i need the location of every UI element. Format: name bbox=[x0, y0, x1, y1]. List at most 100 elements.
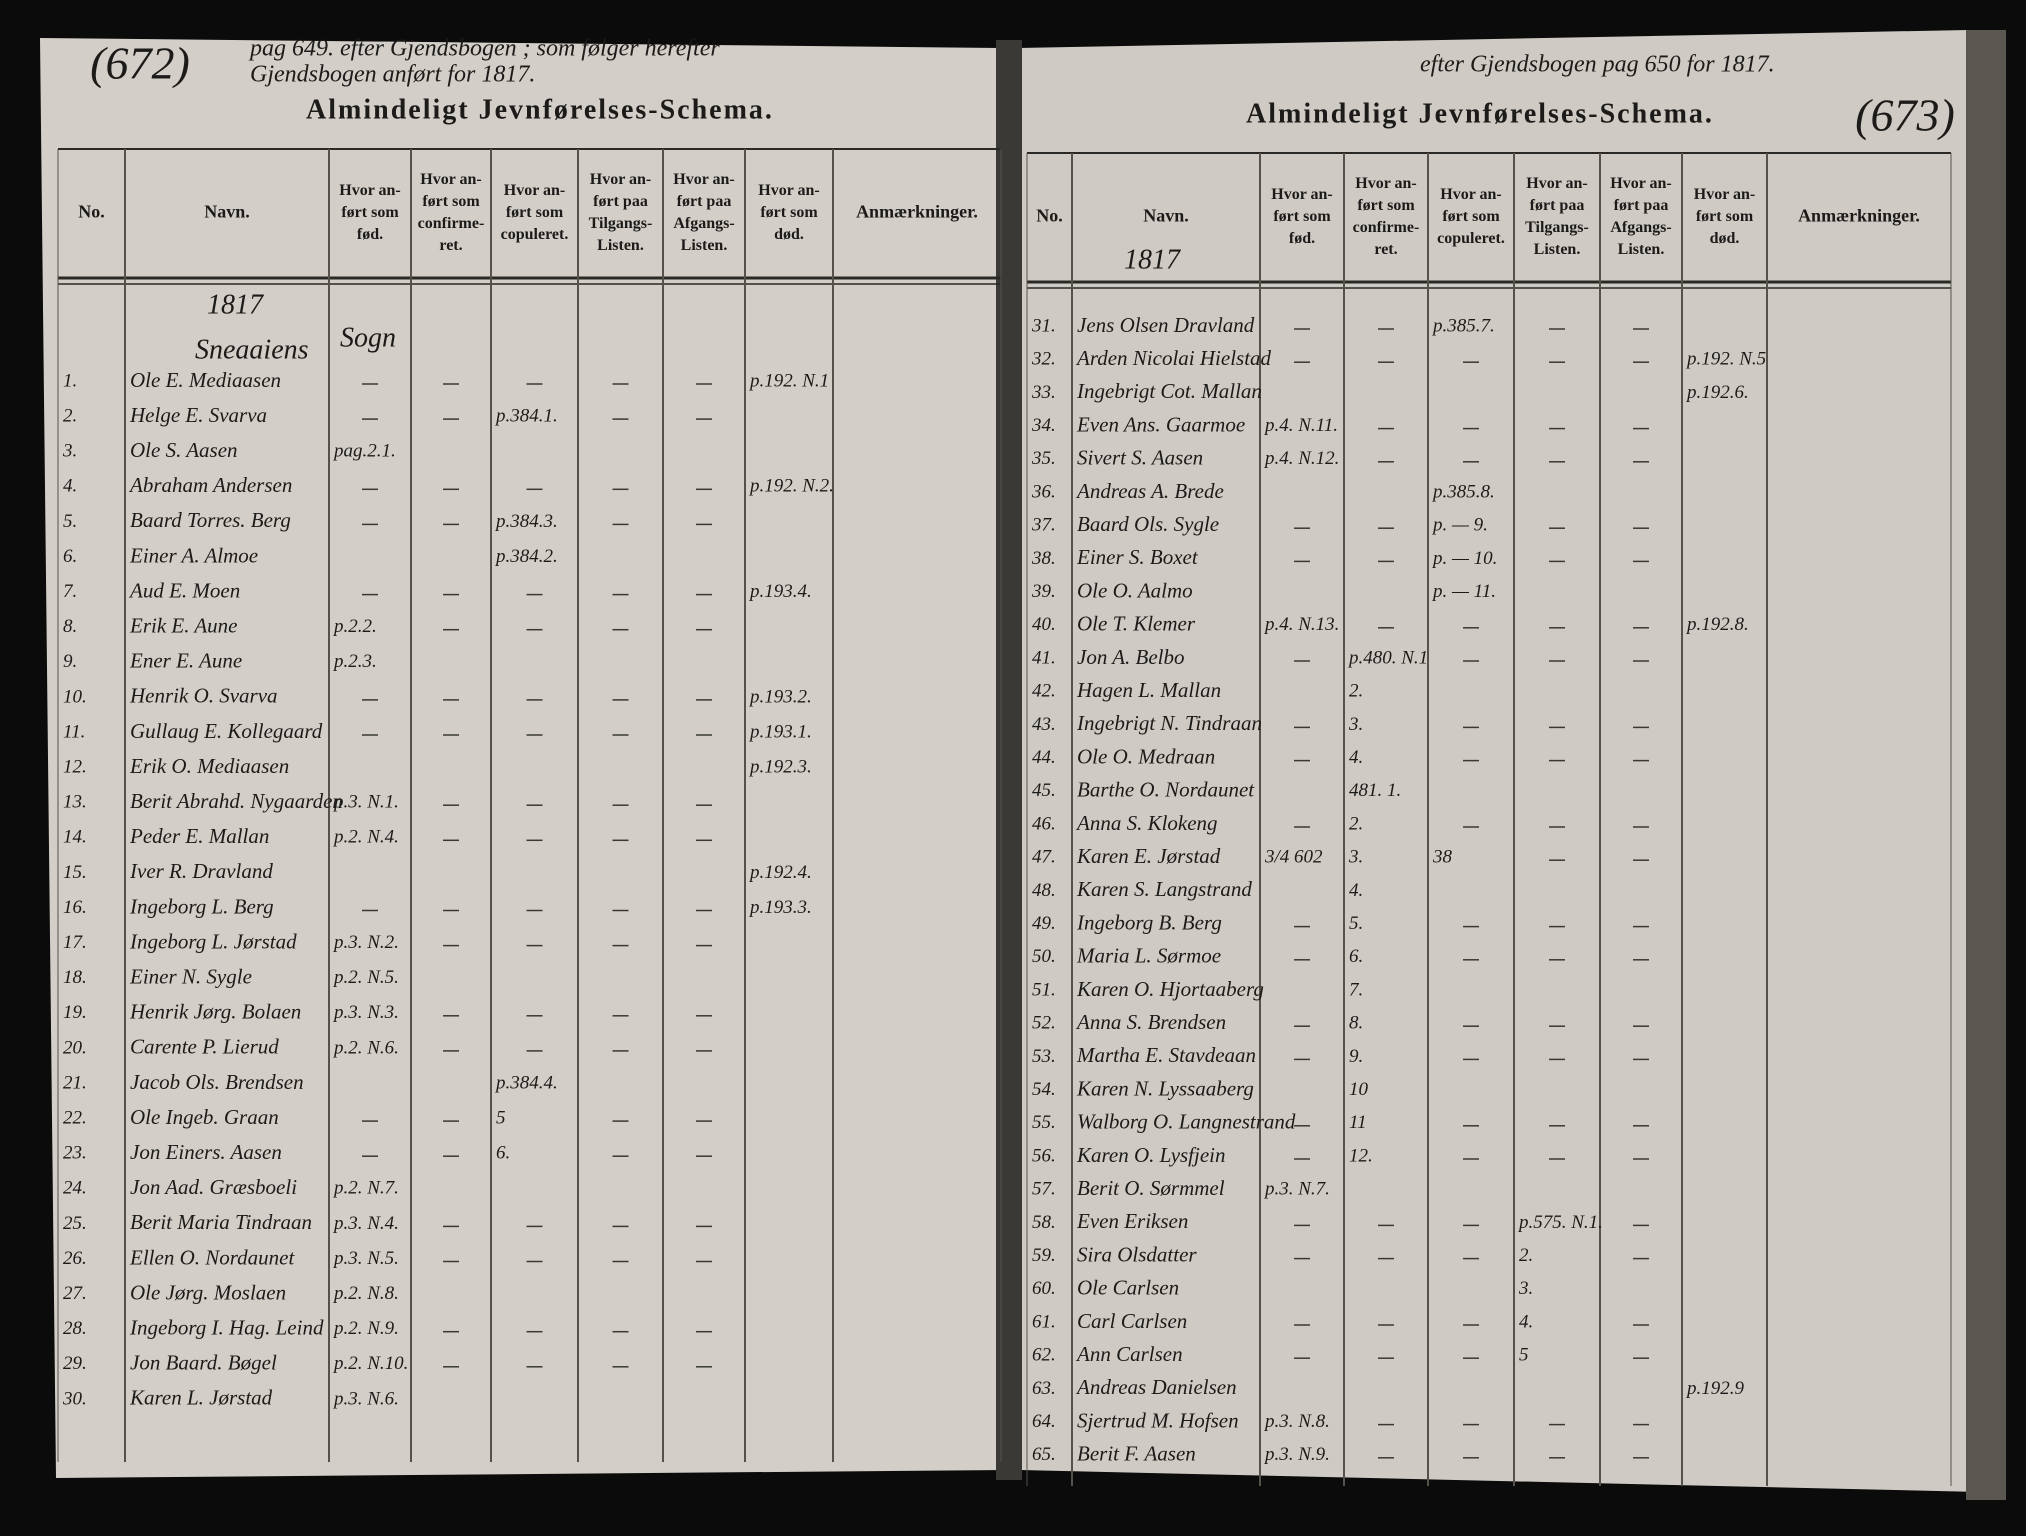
row-number: 26. bbox=[63, 1248, 87, 1269]
row-number: 10. bbox=[63, 686, 87, 707]
row-number: 58. bbox=[1032, 1212, 1056, 1233]
row-number: 56. bbox=[1032, 1145, 1056, 1166]
row-number: 28. bbox=[63, 1318, 87, 1339]
row-number: 32. bbox=[1031, 349, 1056, 370]
column-heading: Tilgangs- bbox=[589, 215, 653, 232]
name: Erik O. Mediaasen bbox=[129, 754, 289, 778]
column-heading: ført paa bbox=[593, 193, 648, 210]
column-heading: Hvor an- bbox=[1610, 175, 1671, 192]
name: Arden Nicolai Hielstad bbox=[1075, 346, 1272, 370]
title: Almindeligt Jevnførelses-Schema. bbox=[1246, 98, 1714, 129]
reference: p.2. N.7. bbox=[332, 1178, 399, 1199]
reference: 38 bbox=[1432, 847, 1453, 868]
row-number: 54. bbox=[1032, 1079, 1056, 1100]
row-number: 5. bbox=[63, 511, 77, 532]
name: Sjertrud M. Hofsen bbox=[1077, 1408, 1239, 1432]
reference: p.3. N.4. bbox=[332, 1213, 399, 1234]
reference: p.575. N.1. bbox=[1517, 1212, 1603, 1233]
name: Ingeborg L. Berg bbox=[129, 894, 274, 918]
reference: 9. bbox=[1349, 1046, 1363, 1067]
reference: p.192.4. bbox=[748, 862, 812, 883]
name: Baard Ols. Sygle bbox=[1077, 512, 1219, 536]
row-number: 9. bbox=[63, 651, 77, 672]
left-page bbox=[40, 38, 1008, 1478]
name: Sivert S. Aasen bbox=[1077, 446, 1203, 470]
row-number: 40. bbox=[1032, 614, 1056, 635]
column-heading: Tilgangs- bbox=[1525, 219, 1589, 236]
row-number: 18. bbox=[63, 967, 87, 988]
column-heading: copuleret. bbox=[501, 226, 569, 243]
column-heading: Hvor an- bbox=[1694, 186, 1755, 203]
year: 1817 bbox=[207, 289, 264, 320]
column-heading: fød. bbox=[357, 226, 383, 243]
name: Jens Olsen Dravland bbox=[1077, 313, 1255, 337]
name: Anna S. Brendsen bbox=[1075, 1010, 1226, 1034]
reference: p.192.6. bbox=[1685, 382, 1749, 403]
reference: 5. bbox=[1349, 913, 1363, 934]
name: Jon Aad. Græsboeli bbox=[130, 1175, 297, 1199]
column-heading: ført som bbox=[760, 204, 818, 221]
spine bbox=[996, 40, 1022, 1480]
right-page-content: (673) efter Gjendsbogen pag 650 for 1817.… bbox=[1026, 52, 1955, 1486]
reference: 11 bbox=[1349, 1112, 1367, 1133]
name: Ingebrigt N. Tindraan bbox=[1076, 711, 1262, 735]
reference: p.4. N.11. bbox=[1263, 415, 1338, 436]
name: Gullaug E. Kollegaard bbox=[130, 719, 323, 743]
reference: p.193.4. bbox=[748, 581, 812, 602]
reference: p.3. N.2. bbox=[332, 932, 399, 953]
row-number: 31. bbox=[1031, 315, 1056, 336]
column-heading: ført som bbox=[1696, 208, 1754, 225]
left-page-content: (672) pag 649. efter Gjendsbogen ; som fø… bbox=[57, 36, 1002, 1462]
name: Maria L. Sørmoe bbox=[1076, 944, 1221, 968]
row-number: 20. bbox=[63, 1037, 87, 1058]
header-note: Gjendsbogen anført for 1817. bbox=[250, 62, 535, 88]
row-number: 59. bbox=[1032, 1245, 1056, 1266]
row-number: 11. bbox=[63, 721, 85, 742]
reference: p.2.2. bbox=[332, 616, 377, 637]
column-heading: Navn. bbox=[1143, 206, 1189, 226]
reference: 2. bbox=[1519, 1245, 1533, 1266]
row-number: 50. bbox=[1032, 946, 1056, 967]
reference: p.193.2. bbox=[748, 686, 812, 707]
row-number: 61. bbox=[1032, 1311, 1056, 1332]
row-number: 53. bbox=[1032, 1046, 1056, 1067]
reference: p.384.1. bbox=[494, 405, 558, 426]
reference: p.2. N.8. bbox=[332, 1283, 399, 1304]
name: Ole Jørg. Moslaen bbox=[130, 1280, 286, 1304]
name: Karen L. Jørstad bbox=[129, 1386, 273, 1410]
row-number: 65. bbox=[1032, 1444, 1056, 1465]
row-number: 14. bbox=[63, 827, 87, 848]
row-number: 29. bbox=[63, 1353, 87, 1374]
reference: p.3. N.5. bbox=[332, 1248, 399, 1269]
row-number: 55. bbox=[1032, 1112, 1056, 1133]
name: Berit O. Sørmmel bbox=[1077, 1176, 1225, 1200]
reference: 5 bbox=[496, 1107, 506, 1128]
row-number: 16. bbox=[63, 897, 87, 918]
reference: p.3. N.8. bbox=[1263, 1411, 1330, 1432]
name: Ole E. Mediaasen bbox=[130, 368, 281, 392]
row-number: 17. bbox=[63, 932, 87, 953]
section: Sneaaiens bbox=[195, 334, 309, 365]
column-heading: Listen. bbox=[1534, 241, 1581, 258]
reference: p.385.7. bbox=[1431, 315, 1495, 336]
reference: p.2. N.9. bbox=[332, 1318, 399, 1339]
reference: 10 bbox=[1349, 1079, 1369, 1100]
row-number: 48. bbox=[1032, 880, 1056, 901]
header-note: efter Gjendsbogen pag 650 for 1817. bbox=[1420, 52, 1775, 78]
row-number: 35. bbox=[1031, 448, 1056, 469]
column-heading: Afgangs- bbox=[673, 215, 734, 232]
row-number: 36. bbox=[1031, 481, 1056, 502]
name: Berit Maria Tindraan bbox=[130, 1210, 312, 1234]
row-number: 23. bbox=[63, 1143, 87, 1164]
name: Henrik Jørg. Bolaen bbox=[129, 1000, 301, 1024]
row-number: 51. bbox=[1032, 979, 1056, 1000]
name: Abraham Andersen bbox=[128, 473, 292, 497]
name: Martha E. Stavdeaan bbox=[1076, 1043, 1256, 1067]
reference: p.2. N.5. bbox=[332, 967, 399, 988]
row-number: 1. bbox=[63, 370, 77, 391]
name: Barthe O. Nordaunet bbox=[1077, 778, 1255, 802]
reference: 6. bbox=[496, 1143, 510, 1164]
row-number: 34. bbox=[1031, 415, 1056, 436]
name: Anna S. Klokeng bbox=[1075, 811, 1218, 835]
